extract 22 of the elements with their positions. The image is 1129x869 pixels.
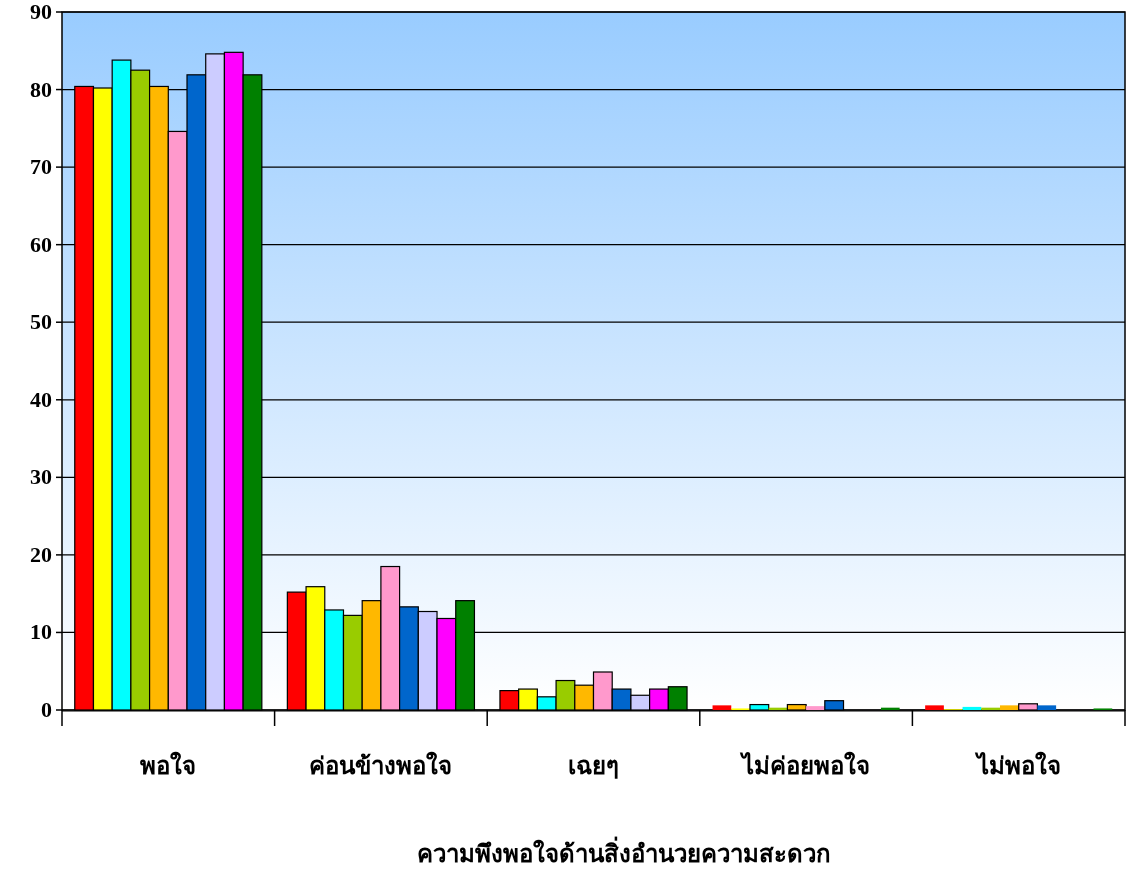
bar <box>806 706 825 710</box>
y-tick-label: 0 <box>41 697 52 722</box>
y-tick-label: 50 <box>30 309 52 335</box>
bar <box>712 705 732 710</box>
y-tick-label: 90 <box>30 0 52 24</box>
x-tick-label: ไม่พอใจ <box>973 751 1061 779</box>
x-tick-label: เฉยๆ <box>568 753 619 779</box>
y-tick-label: 80 <box>30 76 52 102</box>
y-tick-label: 40 <box>30 386 52 412</box>
y-tick-label: 20 <box>30 541 52 567</box>
x-tick-label: พอใจ <box>140 751 197 779</box>
bar <box>1037 705 1057 710</box>
y-tick-label: 70 <box>30 154 52 180</box>
x-axis-title: ความพึงพอใจด้านสิ่งอำนวยความสะดวก <box>416 836 831 867</box>
y-tick-label: 10 <box>30 619 52 645</box>
bar <box>999 705 1019 710</box>
y-tick-label: 30 <box>30 464 52 490</box>
x-tick-label: ไม่ค่อยพอใจ <box>739 751 871 779</box>
x-tick-label: ค่อนข้างพอใจ <box>309 751 453 779</box>
bar <box>962 706 982 710</box>
bar <box>925 705 944 710</box>
y-tick-label: 60 <box>30 231 52 257</box>
